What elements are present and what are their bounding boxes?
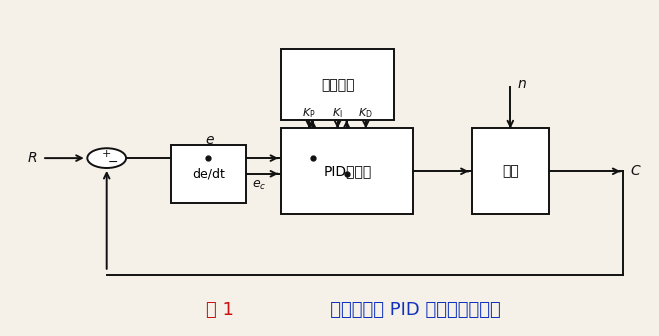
- Text: +: +: [102, 149, 111, 159]
- Circle shape: [87, 148, 126, 168]
- Text: $R$: $R$: [27, 151, 38, 165]
- Text: $e_c$: $e_c$: [252, 179, 266, 192]
- Text: PID控制器: PID控制器: [323, 164, 372, 178]
- Text: 对象: 对象: [502, 164, 519, 178]
- Text: $K_{\mathrm{P}}$: $K_{\mathrm{P}}$: [302, 107, 316, 120]
- Text: 自适应模糊 PID 控制系统结构图: 自适应模糊 PID 控制系统结构图: [313, 301, 501, 319]
- Text: $C$: $C$: [630, 164, 641, 178]
- Text: de/dt: de/dt: [192, 167, 225, 180]
- Text: $K_{\mathrm{D}}$: $K_{\mathrm{D}}$: [358, 107, 373, 120]
- Text: 模糊推理: 模糊推理: [321, 78, 355, 92]
- Text: $K_{\mathrm{I}}$: $K_{\mathrm{I}}$: [332, 107, 343, 120]
- Bar: [171, 145, 246, 203]
- Text: −: −: [107, 156, 118, 169]
- Text: $e$: $e$: [205, 133, 215, 146]
- Text: $n$: $n$: [517, 77, 527, 91]
- Bar: [281, 128, 413, 214]
- Bar: [281, 49, 394, 120]
- Bar: [472, 128, 549, 214]
- Text: 图 1: 图 1: [206, 301, 234, 319]
